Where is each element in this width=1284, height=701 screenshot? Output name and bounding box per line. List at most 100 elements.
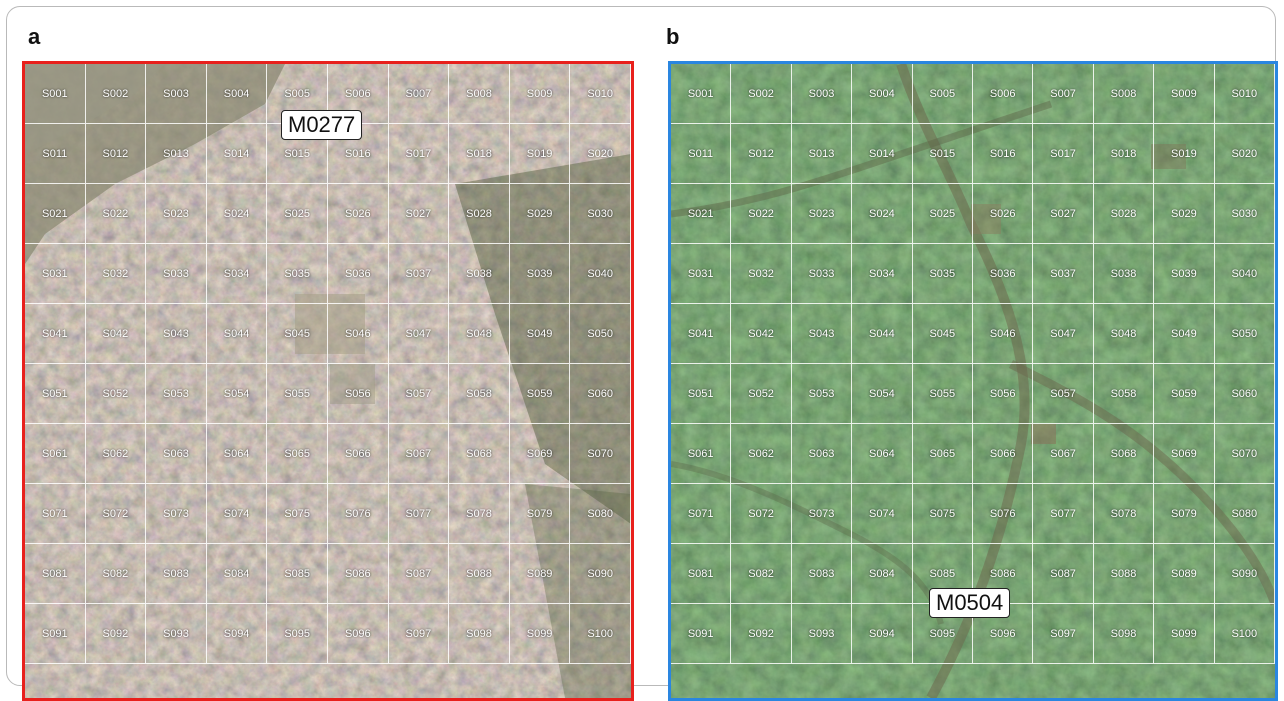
grid-cell: S082 bbox=[731, 544, 792, 604]
panel-letter-b: b bbox=[666, 24, 680, 49]
grid-cell: S059 bbox=[509, 364, 571, 424]
grid-cell: S012 bbox=[731, 124, 792, 184]
grid-cell: S086 bbox=[327, 544, 389, 604]
grid-cell: S048 bbox=[449, 304, 510, 364]
grid-cell: S054 bbox=[852, 364, 913, 424]
grid-cell: S015 bbox=[912, 124, 973, 184]
grid-cell: S042 bbox=[85, 304, 147, 364]
grid-cell: S073 bbox=[791, 484, 853, 544]
grid-cell: S053 bbox=[146, 364, 207, 424]
grid-cell: S098 bbox=[1093, 604, 1155, 664]
grid-cell: S023 bbox=[791, 184, 853, 244]
grid-cell: S071 bbox=[25, 484, 86, 544]
grid-cell: S092 bbox=[85, 604, 147, 664]
grid-cell: S090 bbox=[570, 544, 631, 604]
grid-cell: S027 bbox=[1033, 184, 1094, 244]
grid-cell: S069 bbox=[1154, 424, 1215, 484]
grid-cell: S020 bbox=[1214, 124, 1275, 184]
grid-cell: S051 bbox=[671, 364, 732, 424]
grid-cell: S084 bbox=[852, 544, 913, 604]
grid-cell: S024 bbox=[206, 184, 268, 244]
grid-cell: S043 bbox=[791, 304, 853, 364]
grid-cell: S007 bbox=[1033, 64, 1094, 124]
grid-cell: S082 bbox=[85, 544, 147, 604]
grid-cell: S009 bbox=[1154, 64, 1215, 124]
grid-cell: S057 bbox=[388, 364, 450, 424]
grid-cell: S099 bbox=[1154, 604, 1215, 664]
grid-cell: S019 bbox=[1154, 124, 1215, 184]
panel-a-satellite-image: S001 S002 S003 S004 S005 S006 S007 S008 S009 S010… bbox=[22, 61, 634, 701]
grid-cell: S078 bbox=[1093, 484, 1155, 544]
grid-cell: S072 bbox=[731, 484, 792, 544]
map-id-label-a: M0277 bbox=[281, 110, 363, 140]
grid-cell: S013 bbox=[146, 124, 207, 184]
grid-cell: S066 bbox=[973, 424, 1034, 484]
grid-cell: S016 bbox=[973, 124, 1034, 184]
grid-cell: S058 bbox=[1093, 364, 1155, 424]
grid-cell: S052 bbox=[731, 364, 792, 424]
grid-cell: S046 bbox=[973, 304, 1034, 364]
grid-cell: S033 bbox=[791, 244, 853, 304]
grid-cell: S083 bbox=[791, 544, 853, 604]
grid-cell: S023 bbox=[146, 184, 207, 244]
grid-cell: S020 bbox=[570, 124, 631, 184]
grid-cell: S095 bbox=[267, 604, 328, 664]
grid-cell: S044 bbox=[852, 304, 913, 364]
grid-cell: S022 bbox=[85, 184, 147, 244]
grid-cell: S060 bbox=[570, 364, 631, 424]
grid-cell: S025 bbox=[912, 184, 973, 244]
grid-cell: S039 bbox=[509, 244, 571, 304]
grid-cell: S026 bbox=[973, 184, 1034, 244]
grid-cell: S057 bbox=[1033, 364, 1094, 424]
grid-cell: S074 bbox=[206, 484, 268, 544]
grid-cell: S100 bbox=[1214, 604, 1275, 664]
grid-cell: S096 bbox=[973, 604, 1034, 664]
grid-cell: S089 bbox=[1154, 544, 1215, 604]
grid-cell: S051 bbox=[25, 364, 86, 424]
grid-cell: S066 bbox=[327, 424, 389, 484]
grid-cell: S025 bbox=[267, 184, 328, 244]
grid-cell: S068 bbox=[449, 424, 510, 484]
grid-cell: S018 bbox=[449, 124, 510, 184]
grid-cell: S009 bbox=[509, 64, 571, 124]
grid-cell: S029 bbox=[509, 184, 571, 244]
grid-cell: S002 bbox=[731, 64, 792, 124]
grid-cell: S029 bbox=[1154, 184, 1215, 244]
grid-cell: S012 bbox=[85, 124, 147, 184]
grid-cell: S046 bbox=[327, 304, 389, 364]
grid-cell: S050 bbox=[1214, 304, 1275, 364]
grid-cell: S065 bbox=[912, 424, 973, 484]
grid-cell: S092 bbox=[731, 604, 792, 664]
grid-cell: S099 bbox=[509, 604, 571, 664]
grid-cell: S055 bbox=[267, 364, 328, 424]
grid-cell: S034 bbox=[852, 244, 913, 304]
grid-cell: S078 bbox=[449, 484, 510, 544]
grid-cell: S061 bbox=[25, 424, 86, 484]
grid-cell: S074 bbox=[852, 484, 913, 544]
grid-cell: S062 bbox=[85, 424, 147, 484]
grid-cell: S079 bbox=[1154, 484, 1215, 544]
grid-panel-b: S001 S002 S003 S004 S005 S006 S007 S008 S009 S010… bbox=[671, 64, 1275, 698]
grid-cell: S085 bbox=[267, 544, 328, 604]
grid-cell: S062 bbox=[731, 424, 792, 484]
grid-cell: S004 bbox=[206, 64, 268, 124]
grid-cell: S034 bbox=[206, 244, 268, 304]
grid-cell: S063 bbox=[146, 424, 207, 484]
grid-cell: S014 bbox=[852, 124, 913, 184]
grid-cell: S056 bbox=[973, 364, 1034, 424]
grid-cell: S077 bbox=[388, 484, 450, 544]
grid-cell: S001 bbox=[671, 64, 732, 124]
grid-cell: S006 bbox=[973, 64, 1034, 124]
grid-cell: S064 bbox=[206, 424, 268, 484]
grid-cell: S045 bbox=[267, 304, 328, 364]
grid-cell: S047 bbox=[1033, 304, 1094, 364]
grid-cell: S027 bbox=[388, 184, 450, 244]
grid-cell: S096 bbox=[327, 604, 389, 664]
grid-cell: S036 bbox=[973, 244, 1034, 304]
grid-cell: S007 bbox=[388, 64, 450, 124]
grid-cell: S031 bbox=[25, 244, 86, 304]
grid-cell: S042 bbox=[731, 304, 792, 364]
grid-cell: S048 bbox=[1093, 304, 1155, 364]
grid-cell: S032 bbox=[731, 244, 792, 304]
grid-cell: S088 bbox=[1093, 544, 1155, 604]
